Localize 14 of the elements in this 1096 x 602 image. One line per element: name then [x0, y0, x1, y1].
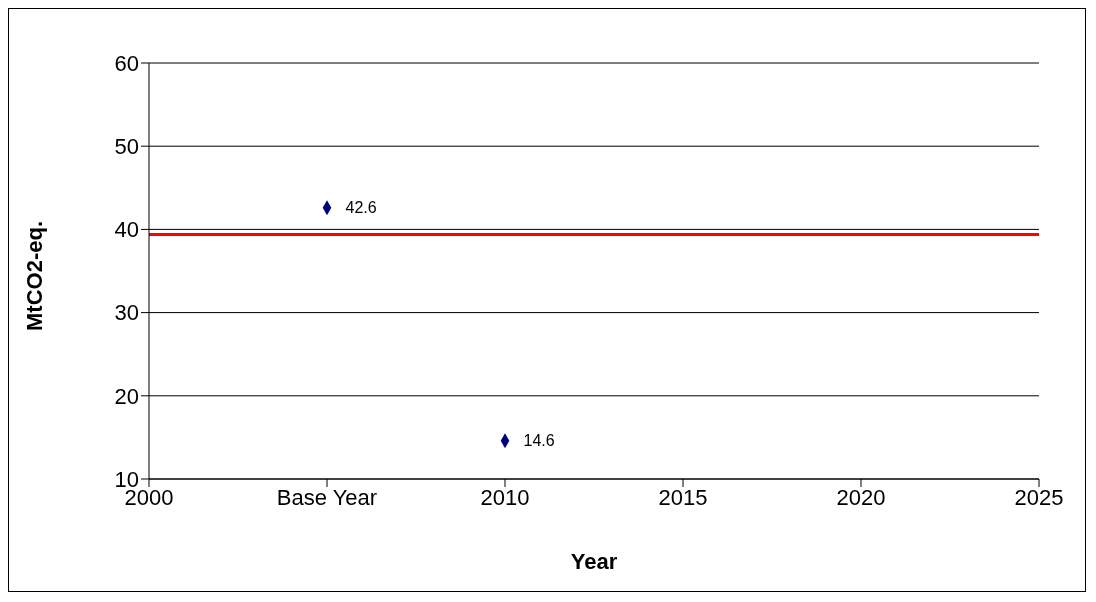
y-tick-label: 40 — [114, 217, 139, 243]
y-tick-label: 60 — [114, 50, 139, 76]
x-tick-label: 2010 — [480, 484, 530, 510]
x-axis-title: Year — [570, 549, 618, 574]
y-tick-label: 50 — [114, 134, 139, 160]
y-tick-label: 20 — [114, 383, 139, 409]
y-axis-title: MtCO2-eq. — [21, 221, 47, 331]
x-tick-label: 2015 — [658, 484, 708, 510]
x-tick-label: 2020 — [836, 484, 886, 510]
y-tick-label: 30 — [114, 300, 139, 326]
x-tick-label: Base Year — [276, 484, 378, 510]
data-label: 42.6 — [345, 199, 377, 217]
data-label: 14.6 — [523, 432, 555, 450]
x-tick-label: 2025 — [1014, 484, 1064, 510]
